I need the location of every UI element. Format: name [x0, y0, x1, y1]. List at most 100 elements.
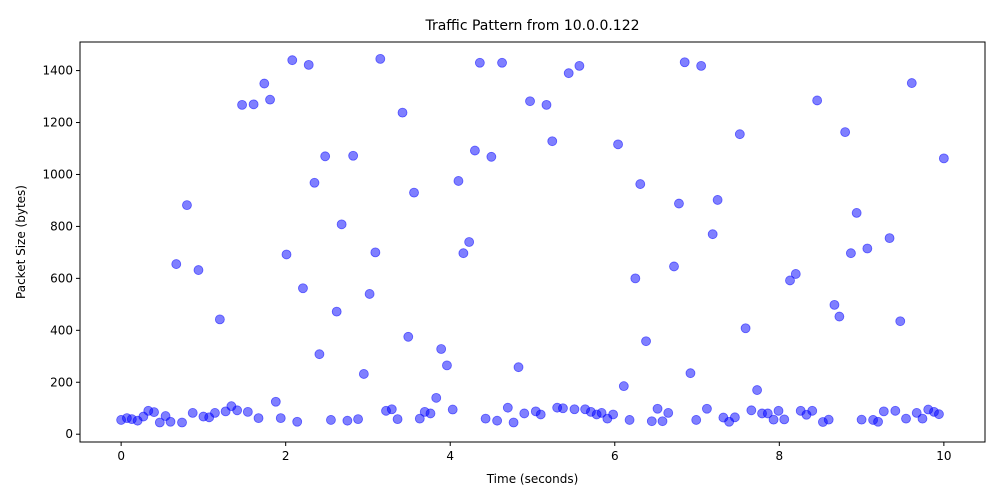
data-point	[696, 61, 707, 71]
data-point	[541, 99, 552, 110]
data-point	[214, 314, 225, 325]
data-point	[298, 283, 308, 294]
x-tick-label: 2	[282, 449, 290, 463]
data-point	[210, 408, 220, 418]
data-point	[270, 396, 281, 407]
y-axis-label: Packet Size (bytes)	[14, 185, 28, 299]
data-point	[630, 273, 641, 284]
data-point	[669, 261, 679, 272]
data-point	[248, 99, 259, 110]
data-point	[663, 408, 674, 418]
data-point	[768, 414, 779, 425]
data-point	[807, 405, 818, 416]
data-point	[934, 409, 944, 420]
data-point	[707, 229, 718, 240]
data-point	[917, 413, 928, 424]
data-point	[679, 57, 690, 68]
data-point	[779, 414, 790, 425]
y-axis-ticks: 0 200 400 600 800 1000 1200 1400	[42, 64, 80, 441]
data-point	[348, 150, 359, 161]
data-point	[846, 248, 856, 259]
data-point	[303, 59, 314, 70]
chart-title: Traffic Pattern from 10.0.0.122	[424, 18, 639, 34]
data-point	[182, 200, 192, 211]
data-point	[829, 299, 840, 310]
data-point	[746, 405, 757, 416]
data-point	[177, 417, 187, 428]
data-point	[386, 404, 397, 415]
data-point	[470, 145, 480, 156]
data-point	[862, 243, 873, 254]
data-point	[547, 136, 558, 147]
data-point	[613, 139, 623, 150]
data-point	[314, 349, 325, 360]
data-point	[652, 403, 663, 414]
data-point	[171, 259, 182, 269]
data-point	[911, 408, 922, 418]
data-point	[326, 415, 336, 425]
data-point	[492, 415, 503, 426]
data-points	[116, 53, 949, 428]
data-point	[392, 414, 403, 425]
x-tick-label: 0	[117, 449, 125, 463]
data-point	[685, 368, 696, 379]
data-point	[486, 151, 497, 162]
data-point	[259, 78, 270, 89]
y-tick-label: 600	[50, 271, 73, 285]
y-tick-label: 200	[50, 375, 73, 389]
data-point	[409, 187, 419, 198]
data-point	[370, 247, 381, 258]
data-point	[762, 408, 773, 419]
data-point	[154, 417, 165, 428]
data-point	[342, 415, 353, 426]
data-point	[834, 311, 845, 322]
data-point	[657, 416, 668, 427]
data-point	[331, 306, 342, 317]
data-point	[453, 176, 464, 186]
data-point	[535, 409, 546, 420]
data-point	[187, 408, 198, 418]
data-point	[397, 107, 408, 118]
data-point	[884, 233, 895, 244]
x-tick-label: 10	[936, 449, 951, 463]
data-point	[358, 369, 369, 379]
data-point	[558, 403, 568, 414]
data-point	[596, 408, 607, 418]
data-point	[938, 153, 949, 164]
x-axis-ticks: 0 2 4 6 8 10	[117, 442, 952, 463]
data-point	[242, 406, 253, 417]
data-point	[608, 409, 619, 420]
data-point	[618, 381, 629, 392]
x-tick-label: 8	[775, 449, 783, 463]
data-point	[890, 405, 901, 416]
data-point	[502, 402, 513, 413]
data-point	[309, 177, 320, 188]
y-tick-label: 400	[50, 323, 73, 337]
data-point	[906, 78, 917, 88]
data-point	[436, 344, 447, 354]
data-point	[336, 219, 347, 230]
data-point	[497, 57, 507, 68]
plot-frame	[79, 41, 986, 443]
data-point	[740, 323, 751, 334]
data-point	[442, 360, 452, 371]
data-point	[425, 408, 436, 419]
data-point	[232, 405, 243, 416]
data-point	[569, 404, 580, 415]
data-point	[563, 68, 574, 79]
data-point	[901, 413, 911, 424]
data-point	[281, 249, 292, 260]
data-point	[513, 362, 524, 373]
data-point	[431, 392, 442, 403]
data-point	[712, 195, 723, 205]
data-point	[702, 403, 712, 414]
y-tick-label: 800	[50, 219, 73, 233]
data-point	[320, 151, 331, 162]
data-point	[519, 408, 530, 419]
y-tick-label: 0	[65, 427, 73, 441]
data-point	[237, 99, 247, 110]
y-tick-label: 1400	[42, 64, 73, 78]
data-point	[773, 405, 784, 416]
data-point	[287, 55, 298, 66]
